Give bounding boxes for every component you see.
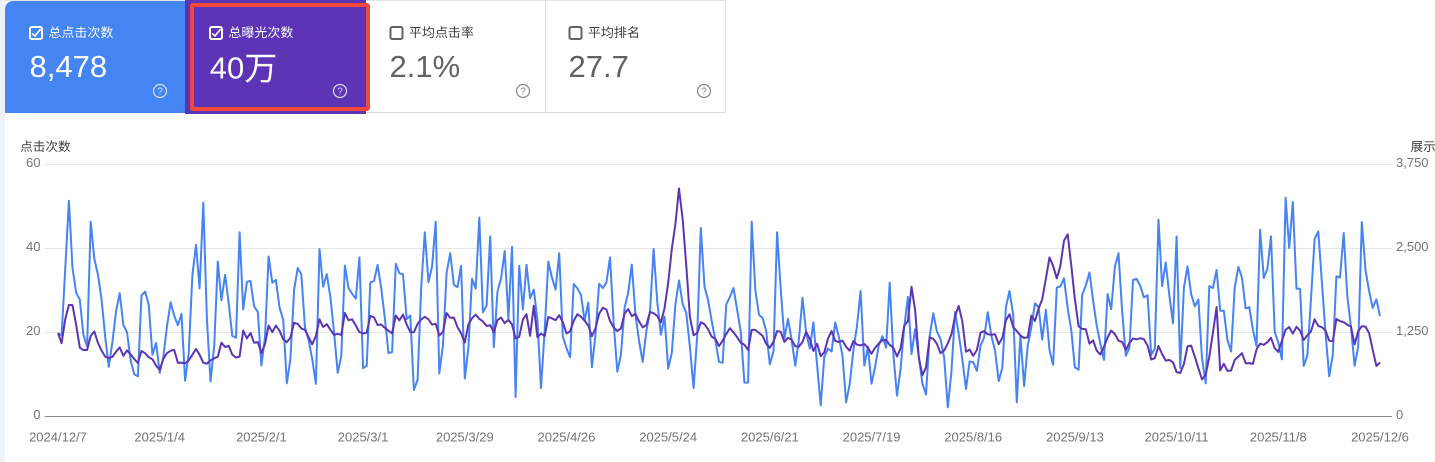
- svg-text:2025/8/16: 2025/8/16: [944, 430, 1002, 445]
- svg-text:?: ?: [337, 87, 343, 98]
- svg-text:2025/2/1: 2025/2/1: [236, 430, 287, 445]
- svg-text:2.1%: 2.1%: [390, 49, 461, 84]
- svg-text:2025/1/4: 2025/1/4: [134, 430, 185, 445]
- svg-text:1,250: 1,250: [1396, 323, 1429, 338]
- svg-text:2025/4/26: 2025/4/26: [538, 430, 596, 445]
- svg-text:2025/3/29: 2025/3/29: [436, 430, 494, 445]
- svg-text:2025/11/8: 2025/11/8: [1250, 430, 1307, 445]
- svg-text:40: 40: [26, 239, 40, 254]
- svg-text:8,478: 8,478: [30, 49, 108, 84]
- svg-text:2025/6/21: 2025/6/21: [741, 430, 799, 445]
- svg-text:2024/12/7: 2024/12/7: [29, 430, 87, 445]
- svg-text:20: 20: [26, 323, 40, 338]
- svg-text:2025/9/13: 2025/9/13: [1046, 430, 1104, 445]
- svg-text:2025/3/1: 2025/3/1: [338, 430, 389, 445]
- svg-text:0: 0: [33, 407, 40, 422]
- svg-text:?: ?: [520, 87, 526, 98]
- svg-text:3,750: 3,750: [1396, 155, 1429, 170]
- svg-text:?: ?: [157, 87, 163, 98]
- svg-text:0: 0: [1396, 407, 1403, 422]
- svg-text:27.7: 27.7: [569, 49, 629, 84]
- svg-text:2025/12/6: 2025/12/6: [1351, 430, 1409, 445]
- svg-text:?: ?: [701, 87, 707, 98]
- svg-text:2,500: 2,500: [1396, 239, 1429, 254]
- svg-text:2025/10/11: 2025/10/11: [1145, 430, 1209, 445]
- svg-text:2025/7/19: 2025/7/19: [843, 430, 901, 445]
- svg-text:2025/5/24: 2025/5/24: [639, 430, 697, 445]
- svg-text:60: 60: [26, 155, 40, 170]
- svg-text:40: 40: [210, 50, 244, 85]
